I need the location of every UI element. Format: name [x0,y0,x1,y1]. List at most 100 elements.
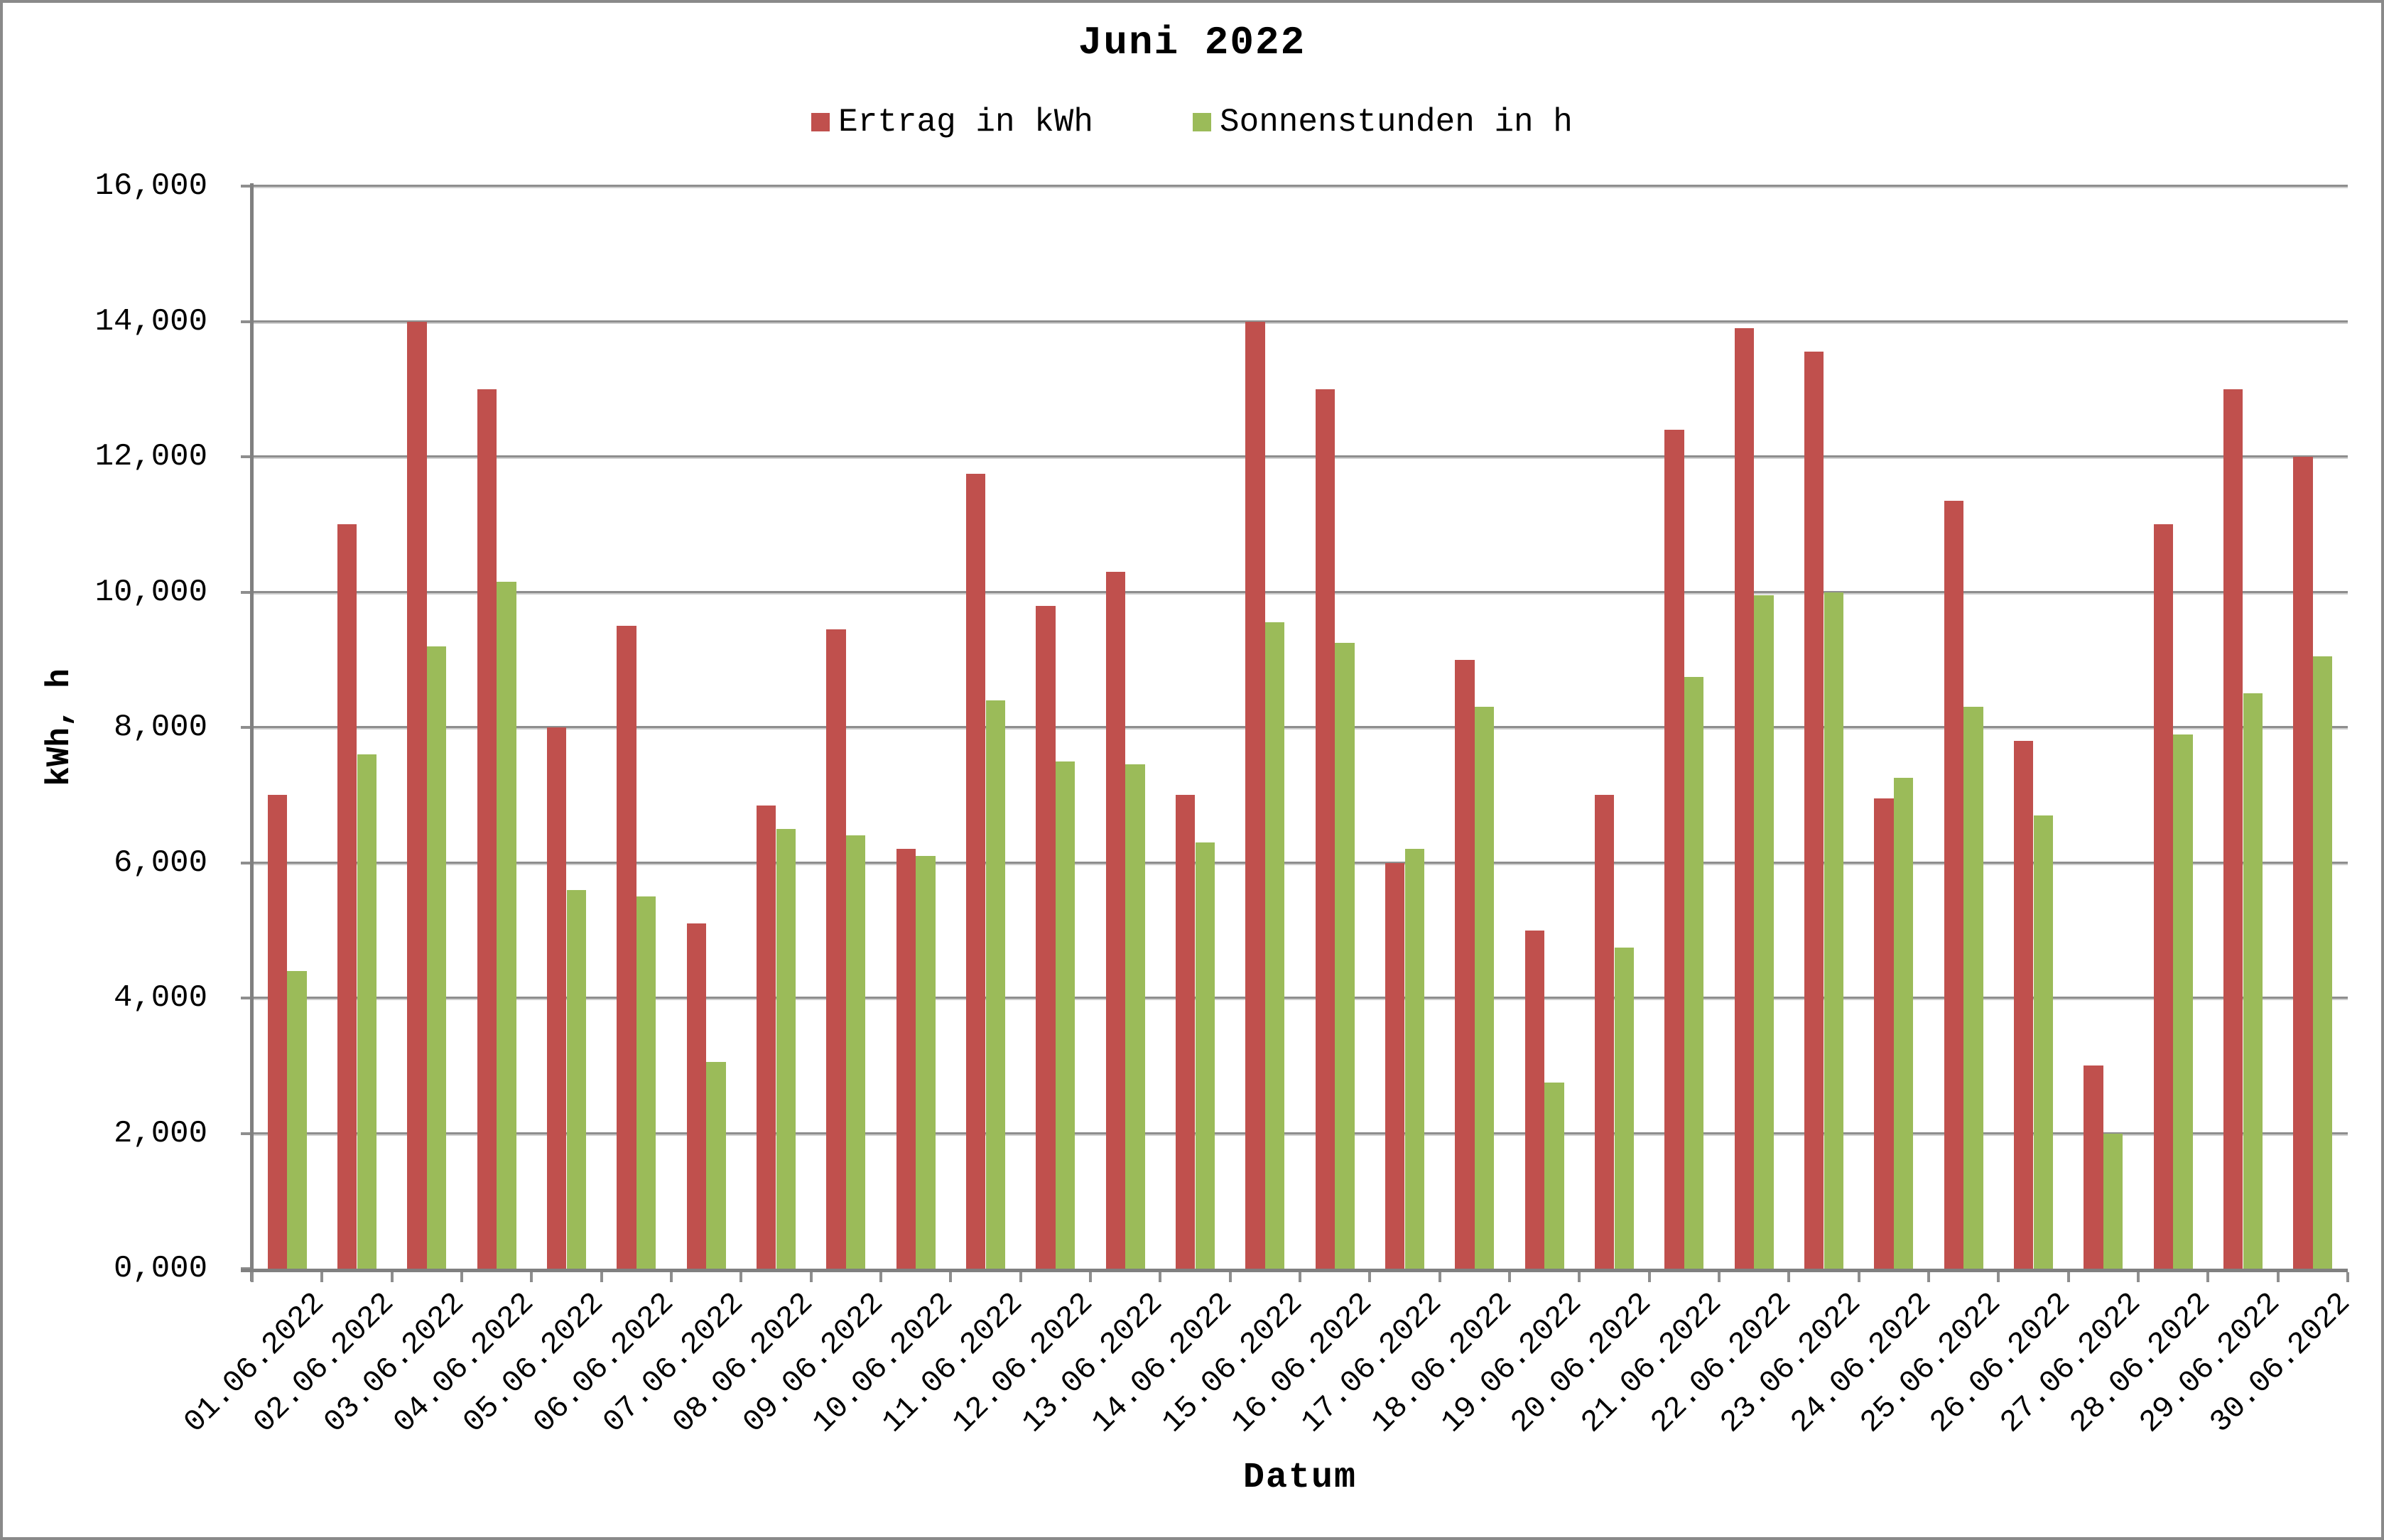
x-axis-tick [1578,1272,1581,1282]
bar-sonnenstunden-05.06.2022 [566,889,587,1269]
bar-ertrag-25.06.2022 [1944,500,1964,1269]
bar-ertrag-30.06.2022 [2293,457,2313,1269]
bar-ertrag-04.06.2022 [477,389,497,1269]
bar-ertrag-03.06.2022 [407,321,427,1269]
x-axis-tick [1927,1272,1930,1282]
bar-ertrag-12.06.2022 [1036,605,1056,1269]
bar-sonnenstunden-26.06.2022 [2033,815,2054,1269]
bar-sonnenstunden-22.06.2022 [1754,595,1774,1269]
y-tick-label: 4,000 [113,980,207,1016]
bar-sonnenstunden-21.06.2022 [1684,676,1704,1269]
y-tick-label: 6,000 [113,845,207,881]
y-axis-tick [241,320,252,323]
bar-ertrag-16.06.2022 [1315,389,1335,1269]
x-axis-tick [739,1272,743,1282]
bar-sonnenstunden-30.06.2022 [2312,656,2333,1269]
gridline [254,726,2348,730]
y-axis-tick [241,590,252,594]
bar-ertrag-28.06.2022 [2153,524,2174,1269]
legend-swatch-sonnenstunden-icon [1192,113,1211,131]
x-axis-tick [1228,1272,1232,1282]
bar-ertrag-09.06.2022 [826,629,846,1269]
bar-ertrag-05.06.2022 [546,727,567,1269]
bar-ertrag-14.06.2022 [1175,795,1196,1269]
legend-swatch-ertrag-icon [811,113,830,131]
x-axis-tick [879,1272,882,1282]
x-axis-tick [1299,1272,1301,1282]
x-axis-tick [1438,1272,1441,1282]
bar-sonnenstunden-16.06.2022 [1335,642,1355,1269]
bar-sonnenstunden-06.06.2022 [636,896,656,1269]
bar-sonnenstunden-15.06.2022 [1264,622,1285,1269]
y-axis-tick [241,726,252,729]
y-tick-label: 8,000 [113,710,207,745]
legend-label-ertrag: Ertrag in kWh [838,104,1093,141]
y-axis-tick [241,185,252,188]
x-axis-tick [1089,1272,1092,1282]
bar-sonnenstunden-23.06.2022 [1824,592,1844,1269]
x-axis-tick [1787,1272,1791,1282]
x-axis-tick [251,1272,254,1282]
gridline [254,861,2348,865]
bar-sonnenstunden-09.06.2022 [845,835,866,1269]
bar-sonnenstunden-24.06.2022 [1893,778,1914,1269]
bar-ertrag-17.06.2022 [1385,862,1405,1269]
legend: Ertrag in kWh Sonnenstunden in h [0,104,2384,141]
bar-sonnenstunden-08.06.2022 [776,828,796,1269]
x-axis-tick [390,1272,394,1282]
bar-sonnenstunden-20.06.2022 [1614,947,1635,1269]
bar-sonnenstunden-28.06.2022 [2173,734,2193,1269]
gridline [254,185,2348,188]
x-axis-tick [1159,1272,1162,1282]
bar-ertrag-15.06.2022 [1245,321,1265,1269]
x-axis-tick [2346,1272,2349,1282]
bar-ertrag-01.06.2022 [267,795,288,1269]
x-axis-tick [949,1272,953,1282]
y-axis-tick [241,455,252,458]
bar-ertrag-11.06.2022 [965,473,986,1269]
x-axis-tick [2276,1272,2280,1282]
x-axis-tick [320,1272,324,1282]
bar-sonnenstunden-12.06.2022 [1055,761,1075,1269]
y-axis-tick [241,861,252,864]
y-axis-tick [241,997,252,999]
gridline [254,1132,2348,1136]
bar-ertrag-29.06.2022 [2223,389,2243,1269]
x-axis-tick [460,1272,463,1282]
x-axis-tick [1857,1272,1860,1282]
bar-ertrag-19.06.2022 [1524,930,1545,1269]
bar-sonnenstunden-11.06.2022 [985,700,1006,1269]
y-tick-label: 14,000 [94,303,207,340]
y-axis-line [250,183,254,1281]
bar-sonnenstunden-19.06.2022 [1544,1083,1564,1269]
y-axis-title: kWh, h [41,668,78,786]
bar-ertrag-08.06.2022 [756,805,776,1269]
x-axis-tick [2066,1272,2070,1282]
x-axis-tick [1508,1272,1511,1282]
x-axis-tick [1019,1272,1022,1282]
x-axis-tick [530,1272,533,1282]
bar-ertrag-06.06.2022 [617,626,636,1269]
legend-item-ertrag: Ertrag in kWh [811,104,1093,141]
x-axis-tick [1647,1272,1651,1282]
bar-sonnenstunden-27.06.2022 [2103,1133,2123,1269]
bar-sonnenstunden-17.06.2022 [1404,849,1425,1269]
bar-ertrag-21.06.2022 [1664,429,1684,1269]
y-tick-label: 2,000 [113,1115,207,1151]
x-axis-tick [809,1272,813,1282]
gridline [254,320,2348,324]
legend-label-sonnenstunden: Sonnenstunden in h [1219,104,1573,141]
bar-sonnenstunden-04.06.2022 [497,582,516,1269]
bar-sonnenstunden-02.06.2022 [357,754,377,1269]
x-axis-title: Datum [1242,1458,1358,1498]
bar-sonnenstunden-18.06.2022 [1474,707,1495,1269]
bar-sonnenstunden-14.06.2022 [1195,842,1215,1269]
y-tick-label: 12,000 [94,439,207,475]
bar-sonnenstunden-03.06.2022 [426,646,447,1269]
y-tick-label: 10,000 [94,574,207,610]
bar-ertrag-10.06.2022 [896,849,916,1269]
bar-sonnenstunden-25.06.2022 [1963,707,1983,1269]
x-axis-line [241,1269,2348,1272]
bar-sonnenstunden-07.06.2022 [706,1062,726,1269]
